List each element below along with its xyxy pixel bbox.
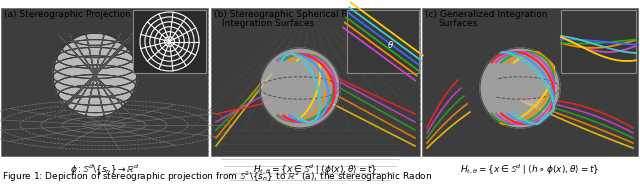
Text: $H_{t,\theta} = \{x \in \mathbb{S}^d\mid \langle h \circ \phi(x), \theta\rangle : $H_{t,\theta} = \{x \in \mathbb{S}^d\mid…: [460, 163, 600, 177]
Text: (c) Generalized Integration: (c) Generalized Integration: [425, 10, 547, 19]
FancyBboxPatch shape: [561, 10, 636, 73]
Circle shape: [260, 48, 340, 128]
FancyBboxPatch shape: [1, 8, 208, 156]
Text: Surfaces: Surfaces: [438, 19, 477, 28]
Text: Figure 1: Depiction of stereographic projection from $\mathbb{S}^2\backslash\{s_: Figure 1: Depiction of stereographic pro…: [2, 170, 432, 184]
FancyBboxPatch shape: [347, 10, 419, 73]
FancyBboxPatch shape: [422, 8, 638, 156]
Text: Integration Surfaces: Integration Surfaces: [222, 19, 314, 28]
Circle shape: [53, 33, 137, 117]
Text: $\phi: \mathbb{S}^d\backslash\{s_n\} \to \mathbb{R}^d$: $\phi: \mathbb{S}^d\backslash\{s_n\} \to…: [70, 163, 140, 177]
Circle shape: [480, 48, 560, 128]
Text: $H_{t,\theta} = \{x \in \mathbb{S}^d\mid \langle\phi(x), \theta\rangle = t\}$: $H_{t,\theta} = \{x \in \mathbb{S}^d\mid…: [253, 163, 378, 177]
Text: (a) Stereographic Projection: (a) Stereographic Projection: [4, 10, 131, 19]
FancyBboxPatch shape: [211, 8, 420, 156]
FancyBboxPatch shape: [133, 10, 206, 73]
Text: $\theta$: $\theta$: [387, 39, 394, 50]
Text: (b) Stereographic Spherical Radon: (b) Stereographic Spherical Radon: [214, 10, 370, 19]
